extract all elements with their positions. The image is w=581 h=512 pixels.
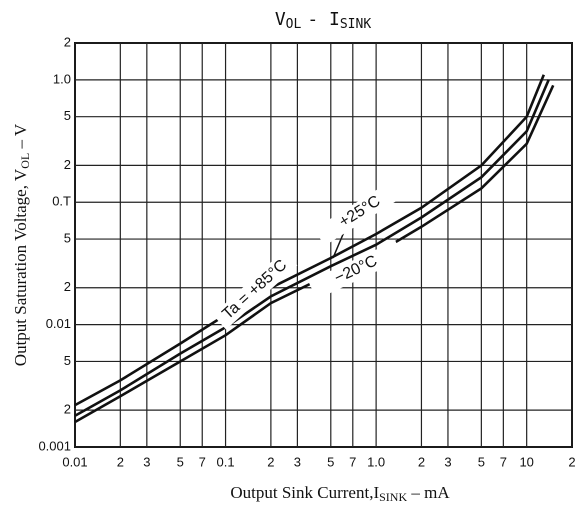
y-tick-label: 0.001 — [38, 438, 71, 453]
y-tick-label: 1.0 — [53, 71, 71, 86]
x-tick-label: 5 — [177, 454, 184, 469]
x-tick-label: 2 — [117, 454, 124, 469]
title-part: - I — [307, 9, 340, 30]
label-part: Output Saturation Voltage, V — [11, 168, 30, 366]
x-tick-label: 0.1 — [217, 454, 235, 469]
x-tick-label: 5 — [327, 454, 334, 469]
x-tick-label: 2 — [418, 454, 425, 469]
y-tick-label: 5 — [64, 108, 71, 123]
x-tick-label: 3 — [143, 454, 150, 469]
x-tick-label: 2 — [267, 454, 274, 469]
x-axis-label: Output Sink Current,ISINK – mA — [230, 483, 450, 504]
y-tick-label: 5 — [64, 353, 71, 368]
y-tick-label: 0.T — [52, 194, 71, 209]
x-tick-label: 7 — [199, 454, 206, 469]
title-sub: OL — [286, 17, 302, 32]
chart-title: VOL - ISINK — [275, 9, 371, 32]
label-sub: OL — [18, 153, 32, 169]
y-tick-label: 2 — [64, 34, 71, 49]
label-part: – mA — [407, 483, 450, 502]
y-tick-label: 5 — [64, 231, 71, 246]
y-tick-label: 2 — [64, 157, 71, 172]
plot-frame — [74, 42, 573, 448]
x-tick-label: 0.01 — [62, 454, 87, 469]
x-tick-label: 7 — [500, 454, 507, 469]
x-tick-label: 1.0 — [367, 454, 385, 469]
label-bg — [308, 240, 404, 300]
y-tick-label: 2 — [64, 279, 71, 294]
label-part: Output Sink Current,I — [230, 483, 379, 502]
x-tick-label: 2 — [568, 454, 575, 469]
label-part: – V — [11, 123, 30, 153]
x-tick-label: 5 — [478, 454, 485, 469]
y-axis-label: Output Saturation Voltage, VOL – V — [11, 123, 32, 366]
x-tick-label: 10 — [519, 454, 533, 469]
y-tick-label: 2 — [64, 402, 71, 417]
x-tick-label: 3 — [444, 454, 451, 469]
label-bg — [313, 178, 407, 246]
series-line — [74, 74, 546, 407]
annotation-pointer — [332, 231, 345, 259]
y-tick-label: 0.01 — [46, 316, 71, 331]
label-sub: SINK — [379, 490, 407, 504]
x-tick-label: 7 — [349, 454, 356, 469]
series-line — [74, 79, 550, 417]
x-tick-label: 3 — [294, 454, 301, 469]
series-annotation: −20°C — [332, 253, 380, 287]
title-sub: SINK — [340, 17, 371, 32]
title-part: V — [275, 9, 286, 30]
label-bg — [212, 250, 298, 330]
